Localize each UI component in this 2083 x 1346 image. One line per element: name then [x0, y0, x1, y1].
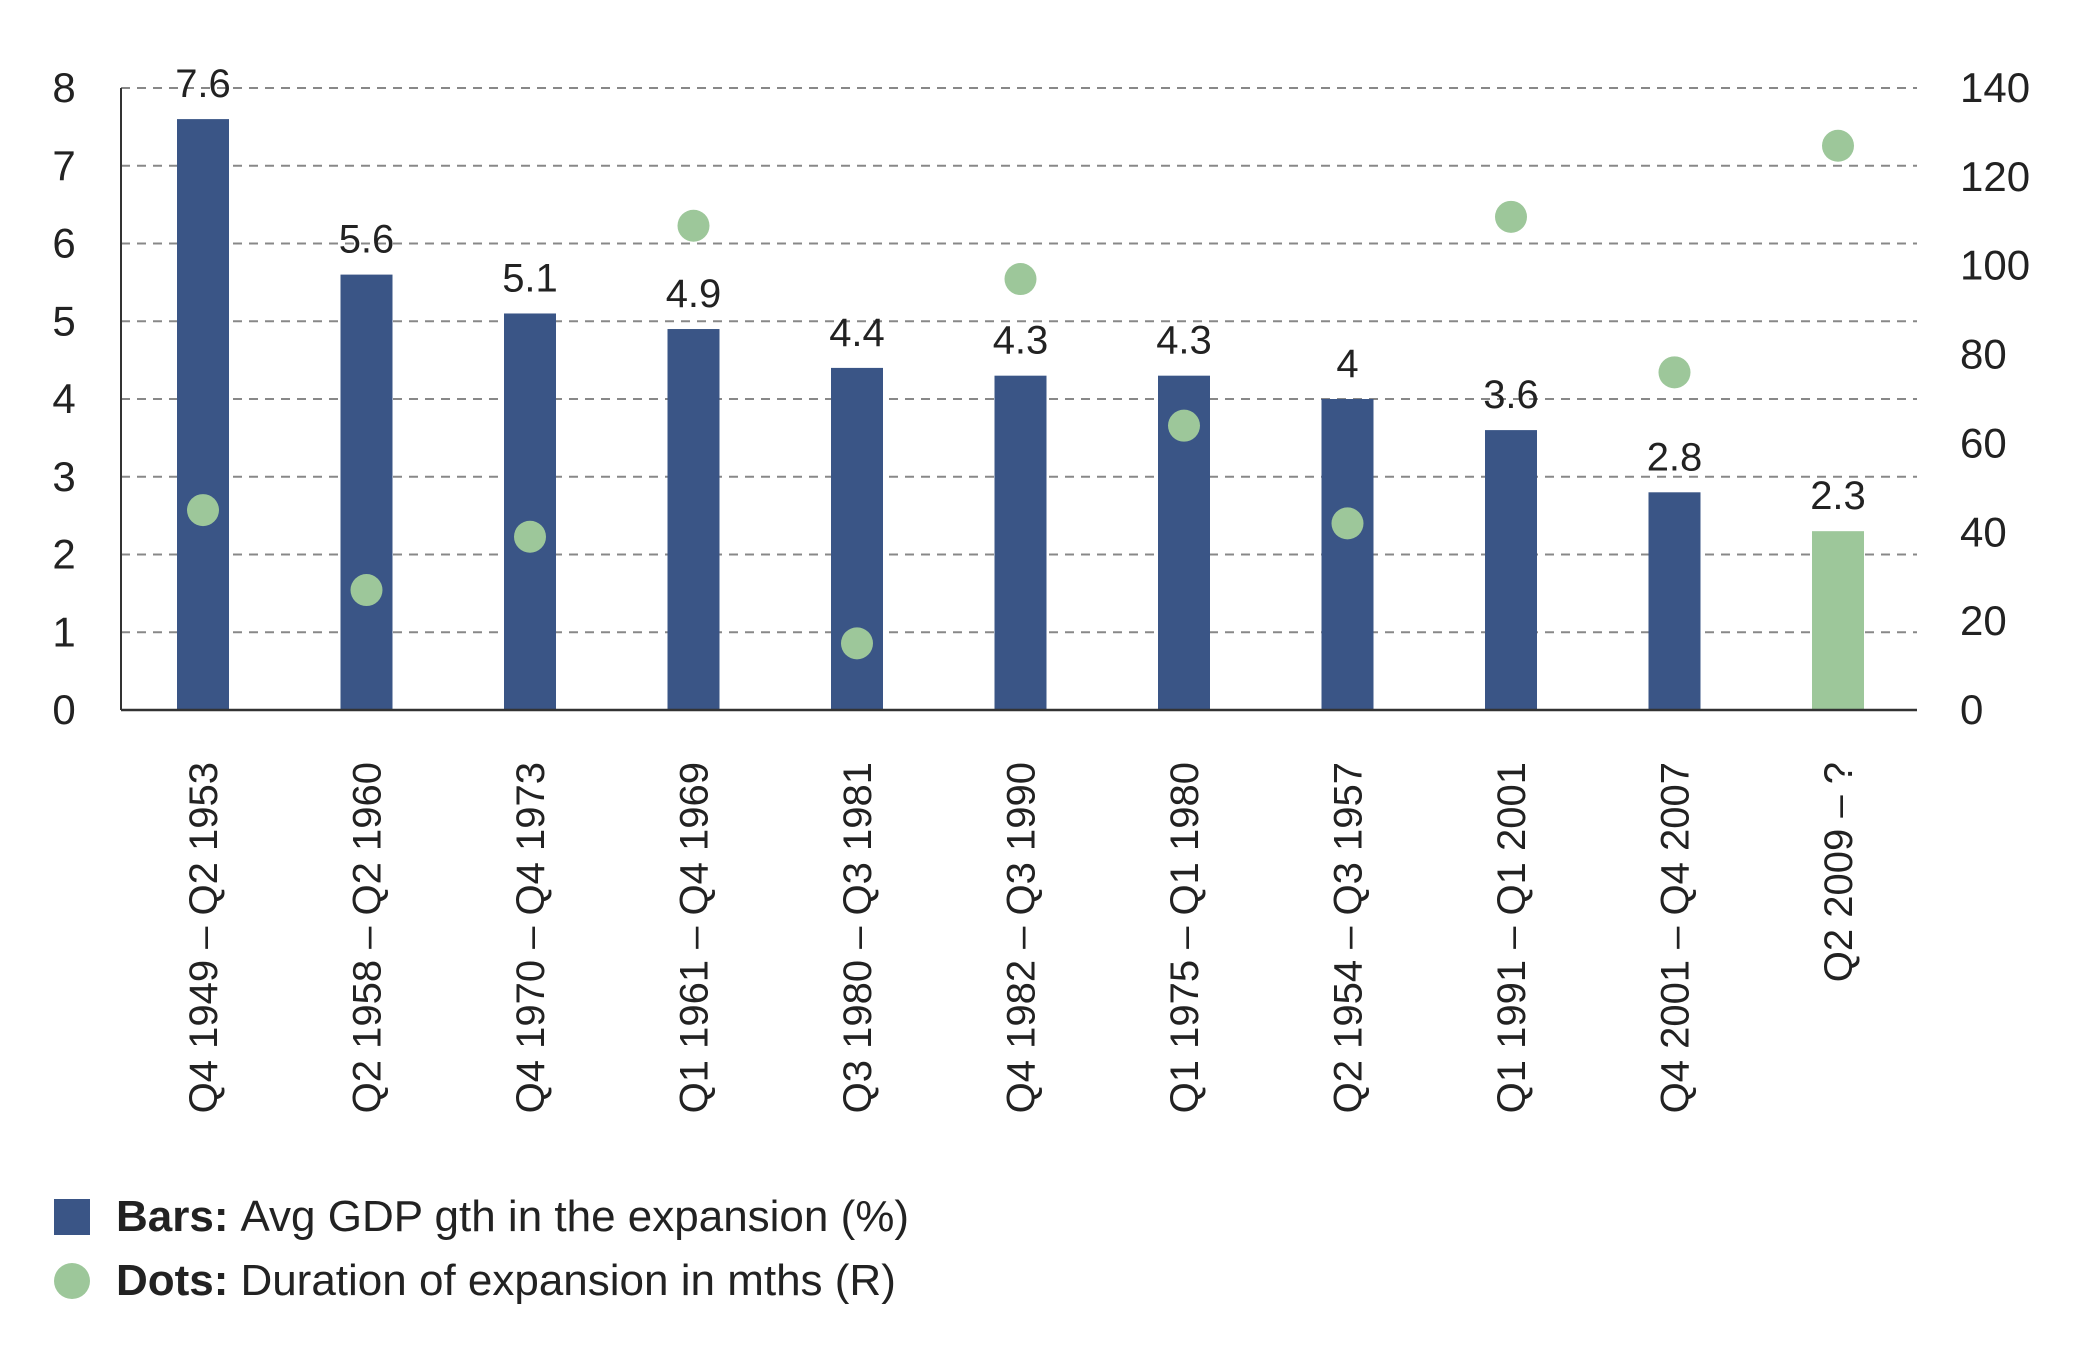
duration-dot — [1331, 507, 1364, 540]
legend-item-dots: Dots: Duration of expansion in mths (R) — [54, 1256, 896, 1306]
duration-dot — [1004, 263, 1037, 296]
right-axis-tick-label: 20 — [1960, 597, 2007, 644]
left-axis-tick-label: 4 — [52, 375, 75, 422]
left-axis-tick-label: 5 — [52, 297, 75, 344]
legend-bar-swatch — [54, 1199, 90, 1235]
bar-data-label: 4.3 — [993, 319, 1049, 363]
left-axis-tick-label: 0 — [52, 686, 75, 733]
left-axis-tick-label: 2 — [52, 531, 75, 578]
bar-data-label: 2.8 — [1647, 435, 1703, 479]
bar — [504, 313, 556, 710]
category-label: Q4 1970 – Q4 1973 — [509, 762, 553, 1113]
left-axis-tick-label: 6 — [52, 220, 75, 267]
bar-data-labels: 7.6 5.6 5.1 4.9 4.4 4.3 4.3 4 3.6 2.8 2.3 — [175, 62, 1866, 518]
bar — [994, 375, 1047, 710]
left-axis-tick-label: 8 — [52, 64, 75, 111]
legend-item-bars: Bars: Avg GDP gth in the expansion (%) — [54, 1192, 909, 1242]
category-label: Q2 1954 – Q3 1957 — [1327, 762, 1371, 1113]
bar — [1648, 492, 1701, 710]
bar-data-label: 4.3 — [1156, 319, 1212, 363]
duration-dot — [187, 494, 219, 527]
legend-dots-prefix: Dots: — [116, 1256, 229, 1305]
bar — [1485, 430, 1537, 710]
duration-dot — [1495, 200, 1527, 233]
legend-bars-prefix: Bars: — [116, 1192, 229, 1241]
bar — [667, 329, 720, 710]
duration-dot — [1168, 409, 1200, 442]
category-labels: Q4 1949 – Q2 1953 Q2 1958 – Q2 1960 Q4 197… — [182, 762, 1861, 1113]
bar-data-label: 4 — [1336, 342, 1358, 386]
left-axis-tick-label: 1 — [52, 608, 75, 655]
legend-dot-swatch — [54, 1263, 90, 1299]
duration-dot — [350, 574, 383, 607]
category-label: Q1 1975 – Q1 1980 — [1163, 762, 1207, 1113]
bar-data-label: 2.3 — [1810, 474, 1866, 518]
bar-data-label: 7.6 — [175, 62, 231, 106]
right-axis-tick-label: 60 — [1960, 419, 2007, 466]
category-label: Q1 1961 – Q4 1969 — [673, 762, 717, 1113]
bar-data-label: 5.6 — [339, 218, 395, 262]
category-label: Q1 1991 – Q1 2001 — [1490, 762, 1534, 1113]
axis-lines — [120, 88, 1917, 712]
right-axis-tick-label: 120 — [1960, 153, 2030, 200]
left-axis-tick-label: 3 — [52, 453, 75, 500]
right-axis-tick-label: 140 — [1960, 64, 2030, 111]
category-label: Q2 2009 – ? — [1817, 762, 1861, 982]
bars-series — [177, 119, 1864, 711]
right-axis-tick-label: 40 — [1960, 508, 2007, 555]
bar-data-label: 4.4 — [829, 311, 885, 355]
bar-data-label: 5.1 — [502, 256, 558, 300]
duration-dot — [677, 209, 710, 242]
duration-dot — [1658, 356, 1691, 389]
category-label: Q3 1980 – Q3 1981 — [836, 762, 880, 1113]
bar — [177, 119, 229, 711]
bar — [1321, 399, 1374, 710]
legend-bars-text: Avg GDP gth in the expansion (%) — [240, 1192, 910, 1241]
category-label: Q4 1949 – Q2 1953 — [182, 762, 226, 1113]
bar — [340, 274, 393, 710]
bar — [1812, 531, 1864, 710]
category-label: Q4 1982 – Q3 1990 — [1000, 762, 1044, 1113]
right-axis-tick-label: 0 — [1960, 686, 1983, 733]
category-label: Q2 1958 – Q2 1960 — [346, 762, 390, 1113]
duration-dot — [514, 520, 546, 553]
duration-dot — [1822, 129, 1854, 162]
bar-data-label: 3.6 — [1483, 373, 1539, 417]
left-axis: 0 1 2 3 4 5 6 7 8 — [52, 64, 75, 733]
right-axis-tick-label: 100 — [1960, 242, 2030, 289]
bar-data-label: 4.9 — [666, 272, 722, 316]
left-axis-tick-label: 7 — [52, 142, 75, 189]
category-label: Q4 2001 – Q4 2007 — [1654, 762, 1698, 1113]
right-axis: 0 20 40 60 80 100 120 140 — [1960, 64, 2030, 733]
right-axis-tick-label: 80 — [1960, 331, 2007, 378]
dots-series — [187, 129, 1854, 660]
legend-dots-text: Duration of expansion in mths (R) — [240, 1256, 896, 1305]
duration-dot — [841, 627, 873, 660]
